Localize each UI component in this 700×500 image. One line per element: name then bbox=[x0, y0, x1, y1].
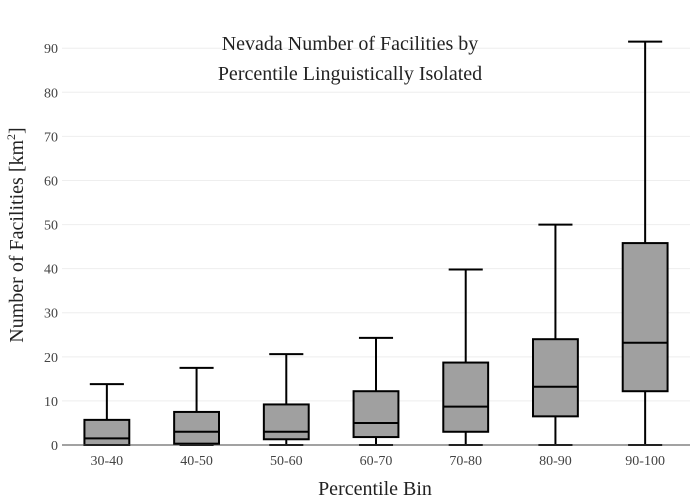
y-tick-label-20: 20 bbox=[44, 351, 58, 366]
x-tick-label-80-90: 80-90 bbox=[539, 454, 572, 469]
box-60-70 bbox=[352, 336, 400, 446]
iqr-box bbox=[442, 361, 490, 433]
iqr-box bbox=[352, 390, 400, 439]
y-tick-label-10: 10 bbox=[44, 395, 58, 410]
x-tick-label-60-70: 60-70 bbox=[360, 454, 393, 469]
y-tick-label-30: 30 bbox=[44, 307, 58, 322]
y-axis-title-superscript: 2 bbox=[4, 134, 18, 140]
x-tick-label-70-80: 70-80 bbox=[449, 454, 482, 469]
y-axis-title-main: Number of Facilities [km bbox=[6, 140, 28, 343]
y-tick-label-50: 50 bbox=[44, 219, 58, 234]
box-50-60 bbox=[262, 353, 310, 446]
y-tick-label-60: 60 bbox=[44, 174, 58, 189]
boxes bbox=[83, 40, 669, 447]
x-tick-label-40-50: 40-50 bbox=[180, 454, 213, 469]
chart-title-line-1: Nevada Number of Facilities by bbox=[222, 33, 479, 55]
x-tick-labels: 30-40 40-50 50-60 60-70 70-80 80-90 90-100 bbox=[91, 454, 665, 469]
iqr-box bbox=[262, 403, 310, 441]
iqr-box bbox=[532, 338, 579, 418]
y-tick-label-80: 80 bbox=[44, 86, 58, 101]
y-tick-label-90: 90 bbox=[44, 42, 58, 57]
y-tick-label-0: 0 bbox=[51, 439, 58, 454]
x-tick-label-50-60: 50-60 bbox=[270, 454, 303, 469]
x-tick-label-30-40: 30-40 bbox=[91, 454, 124, 469]
chart-title-line-2: Percentile Linguistically Isolated bbox=[218, 63, 482, 85]
x-axis-title: Percentile Bin bbox=[318, 478, 432, 500]
y-axis-title-suffix: ] bbox=[6, 127, 28, 134]
iqr-box bbox=[83, 418, 131, 447]
box-40-50 bbox=[173, 366, 220, 446]
y-tick-label-40: 40 bbox=[44, 263, 58, 278]
box-30-40 bbox=[83, 383, 131, 447]
iqr-box bbox=[173, 410, 220, 445]
x-tick-label-90-100: 90-100 bbox=[625, 454, 665, 469]
iqr-box bbox=[621, 242, 669, 393]
box-90-100 bbox=[621, 40, 669, 446]
y-tick-label-70: 70 bbox=[44, 130, 58, 145]
grid-lines bbox=[62, 47, 690, 402]
box-80-90 bbox=[532, 223, 579, 446]
y-axis-title: Number of Facilities [km2] bbox=[4, 127, 28, 342]
box-70-80 bbox=[442, 268, 490, 446]
y-tick-labels: 0 10 20 30 40 50 60 70 80 90 bbox=[44, 42, 58, 454]
